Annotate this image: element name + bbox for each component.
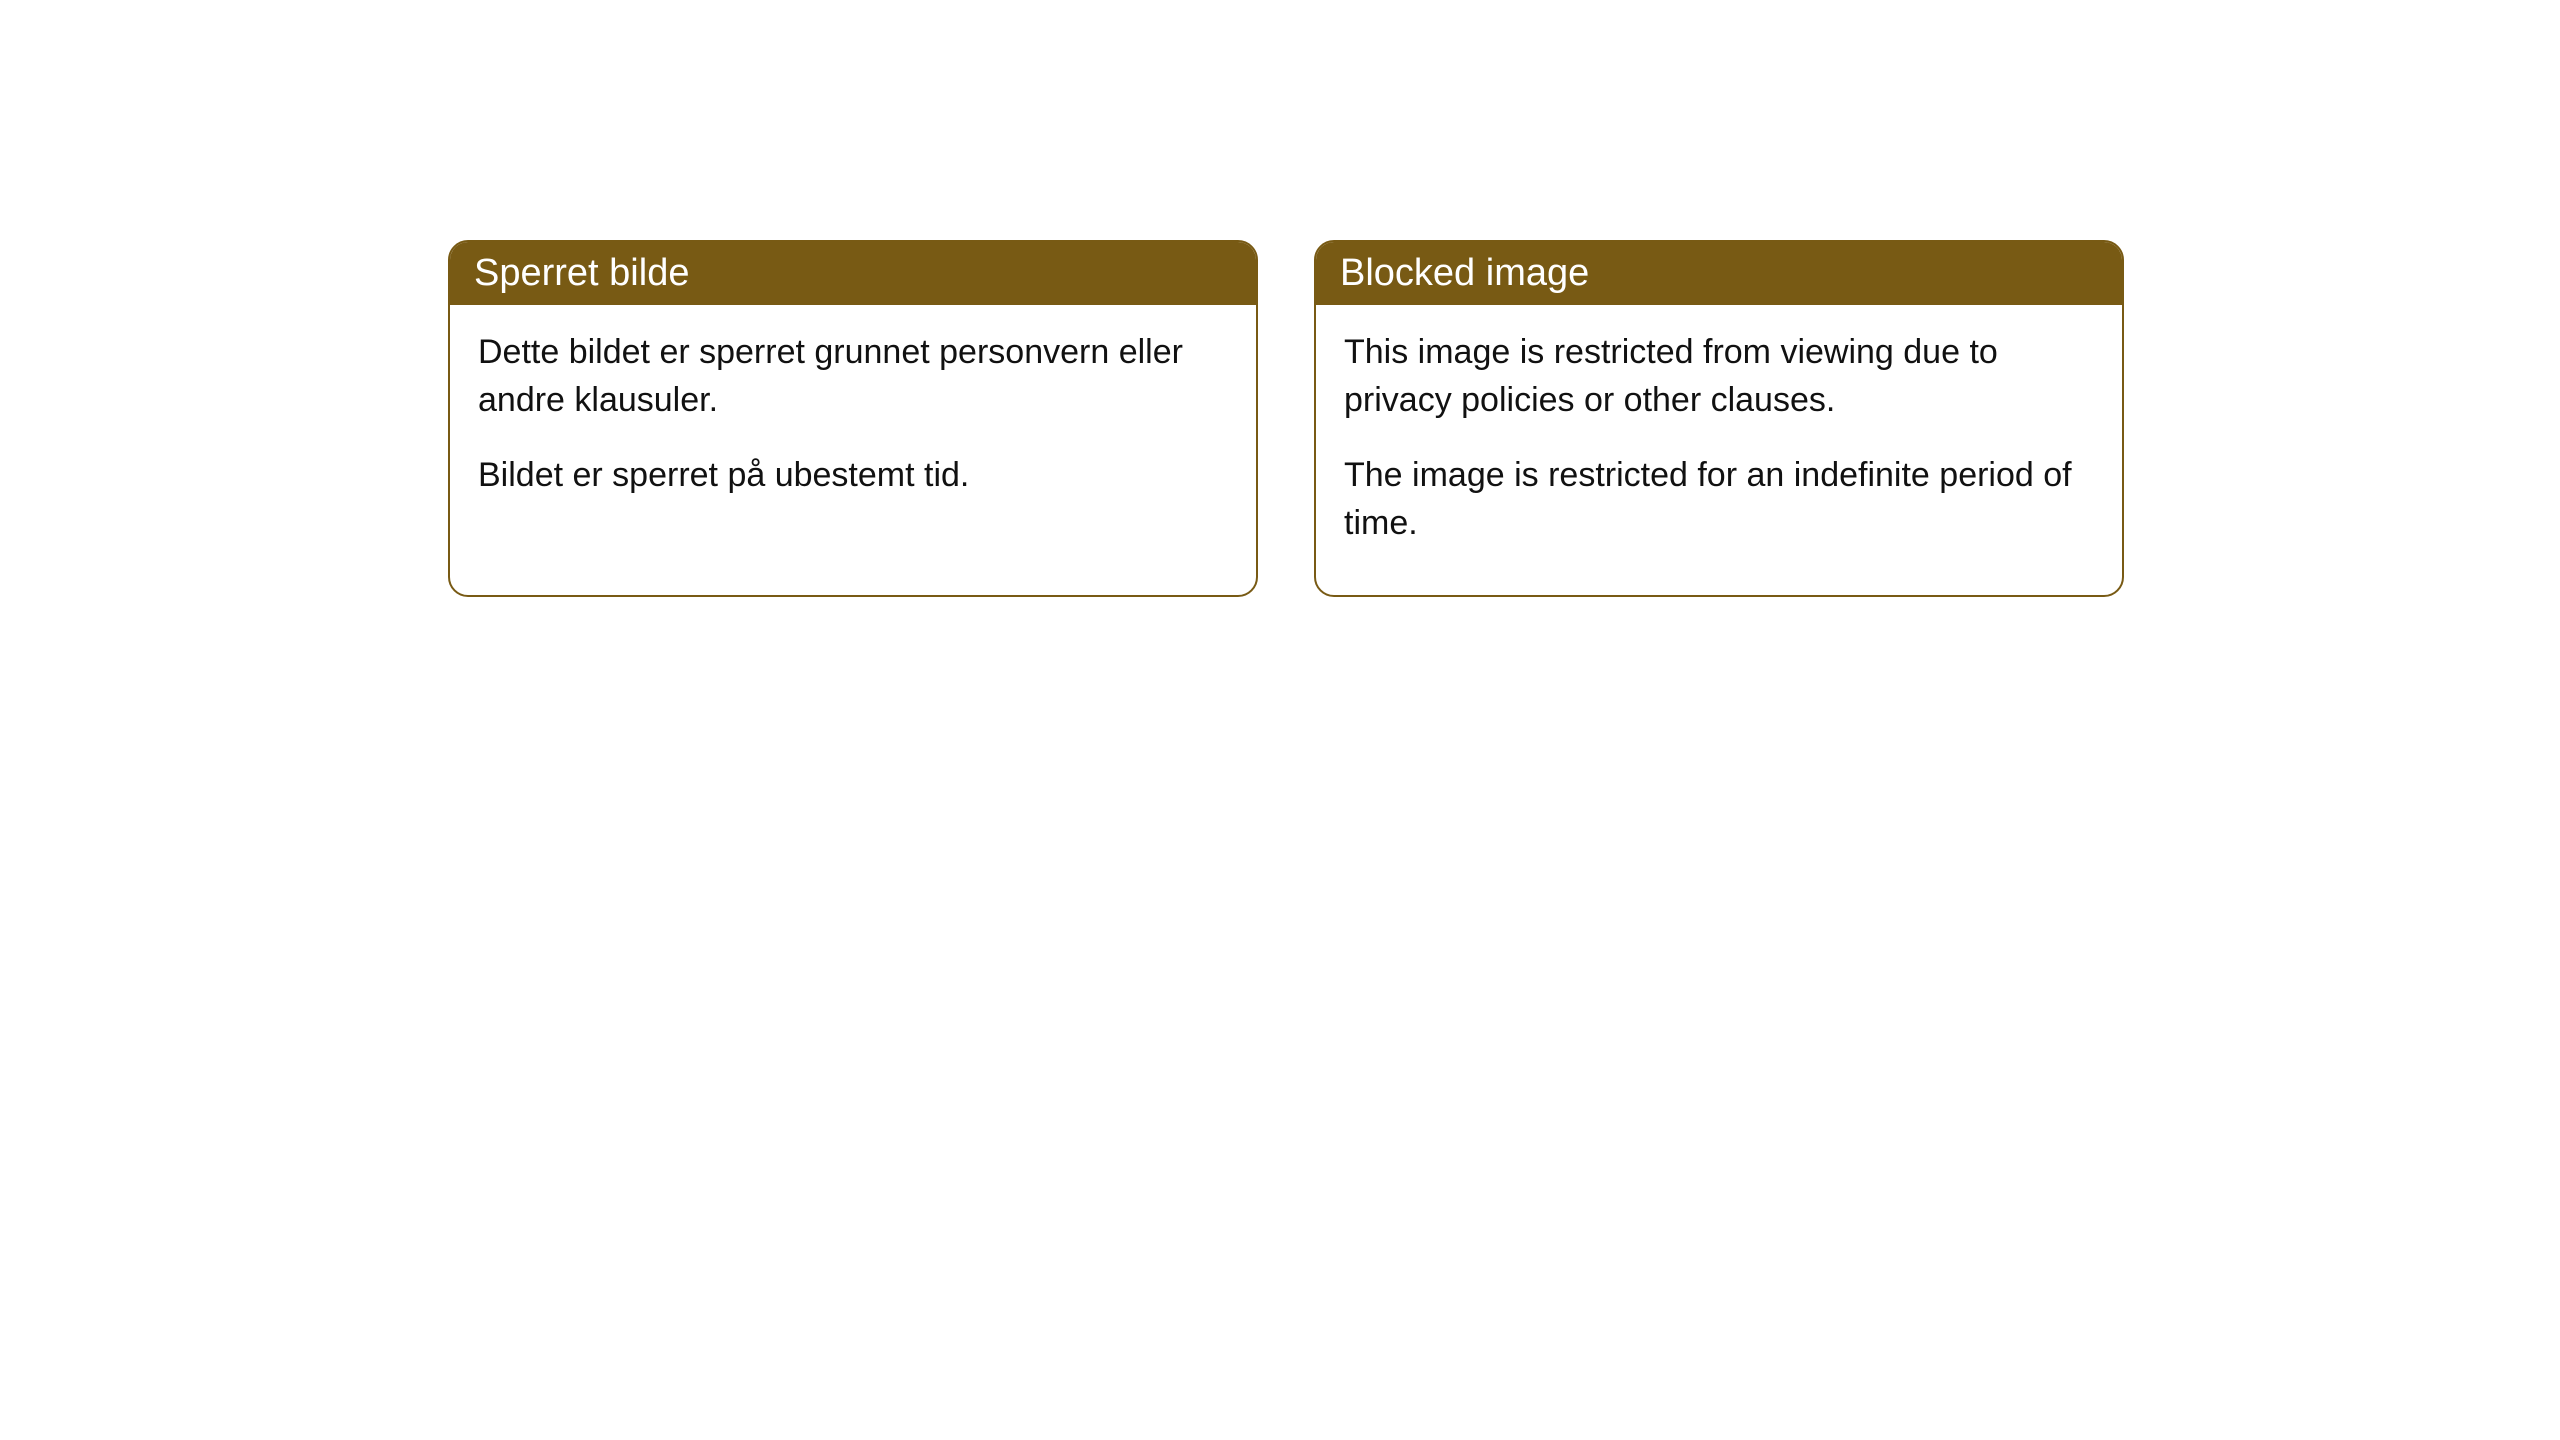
notice-container: Sperret bilde Dette bildet er sperret gr… <box>448 240 2124 597</box>
card-header: Blocked image <box>1316 242 2122 305</box>
card-text-line: Dette bildet er sperret grunnet personve… <box>478 329 1228 424</box>
card-body: This image is restricted from viewing du… <box>1316 305 2122 595</box>
card-text-line: Bildet er sperret på ubestemt tid. <box>478 452 1228 500</box>
card-body: Dette bildet er sperret grunnet personve… <box>450 305 1256 548</box>
card-text-line: The image is restricted for an indefinit… <box>1344 452 2094 547</box>
card-text-line: This image is restricted from viewing du… <box>1344 329 2094 424</box>
card-header: Sperret bilde <box>450 242 1256 305</box>
blocked-image-card-en: Blocked image This image is restricted f… <box>1314 240 2124 597</box>
blocked-image-card-no: Sperret bilde Dette bildet er sperret gr… <box>448 240 1258 597</box>
